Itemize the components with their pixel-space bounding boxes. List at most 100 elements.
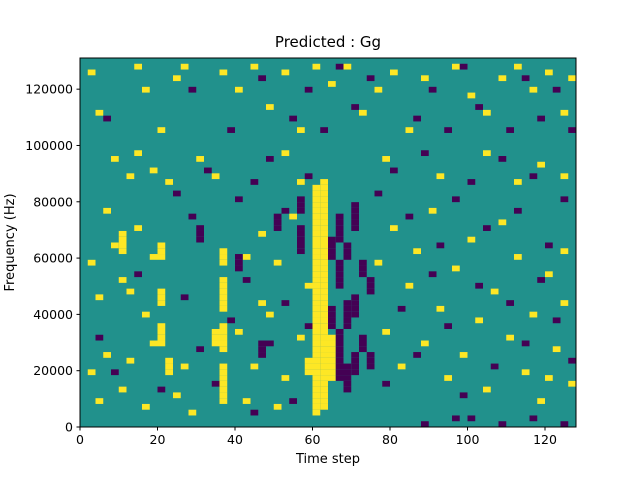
heatmap-cell <box>142 403 150 410</box>
x-tick-label: 20 <box>150 432 166 447</box>
heatmap-cell <box>467 92 476 99</box>
heatmap-cell <box>328 323 336 329</box>
heatmap-cell <box>320 248 328 255</box>
heatmap-cell <box>320 277 328 283</box>
heatmap-cell <box>188 213 197 220</box>
heatmap-cells <box>87 63 576 427</box>
heatmap-cell <box>95 294 104 301</box>
heatmap-cell <box>560 300 569 306</box>
heatmap-cell <box>312 294 321 301</box>
heatmap-cell <box>335 277 344 283</box>
heatmap-cell <box>359 259 367 266</box>
heatmap-cell <box>328 340 336 347</box>
heatmap-cell <box>320 363 328 370</box>
heatmap-cell <box>211 334 220 341</box>
y-axis-label: Frequency (Hz) <box>3 193 18 291</box>
heatmap-cell <box>219 375 228 381</box>
heatmap-cell <box>320 323 328 329</box>
heatmap-cell <box>335 282 344 289</box>
heatmap-cell <box>529 415 538 422</box>
heatmap-cell <box>312 300 321 306</box>
heatmap-cell <box>219 300 228 306</box>
heatmap-cell <box>312 386 321 393</box>
heatmap-cell <box>142 311 150 318</box>
heatmap-cell <box>335 265 344 272</box>
heatmap-cell <box>320 398 328 404</box>
heatmap-cell <box>382 328 390 335</box>
heatmap-cell <box>320 300 328 306</box>
heatmap-cell <box>219 69 228 76</box>
heatmap-cell <box>320 179 328 185</box>
heatmap-cell <box>312 259 321 266</box>
heatmap-cell <box>95 334 104 341</box>
heatmap-cell <box>312 380 321 387</box>
heatmap-cell <box>413 248 421 255</box>
heatmap-cell <box>351 202 359 208</box>
heatmap-cell <box>335 346 344 353</box>
heatmap-cell <box>529 311 538 318</box>
heatmap-cell <box>328 346 336 353</box>
heatmap-cell <box>180 294 189 301</box>
heatmap-cell <box>312 248 321 255</box>
heatmap-cell <box>157 127 166 133</box>
heatmap-cell <box>366 288 375 295</box>
heatmap-cell <box>281 69 290 76</box>
heatmap-cell <box>537 398 545 404</box>
heatmap-cell <box>320 375 328 381</box>
heatmap-cell <box>506 300 514 306</box>
heatmap-cell <box>421 340 429 347</box>
heatmap-cell <box>351 104 359 110</box>
heatmap-cell <box>382 156 390 162</box>
heatmap-cell <box>219 346 228 353</box>
heatmap-cell <box>196 230 204 237</box>
heatmap-cell <box>111 242 119 249</box>
heatmap-cell <box>374 259 383 266</box>
heatmap-cell <box>312 236 321 243</box>
heatmap-cell <box>552 346 561 353</box>
heatmap-cell <box>258 340 266 347</box>
heatmap-cell <box>242 277 251 283</box>
heatmap-cell <box>250 63 259 70</box>
heatmap-cell <box>103 352 111 358</box>
heatmap-cell <box>490 363 499 370</box>
heatmap-cell <box>537 161 545 168</box>
heatmap-cell <box>219 288 228 295</box>
heatmap-cell <box>312 265 321 272</box>
heatmap-cell <box>444 323 452 329</box>
heatmap-cell <box>173 392 181 399</box>
heatmap-cell <box>219 305 228 312</box>
heatmap-cell <box>312 202 321 208</box>
heatmap-cell <box>545 375 553 381</box>
heatmap-cell <box>219 259 228 266</box>
heatmap-cell <box>390 167 398 174</box>
heatmap-cell <box>560 109 569 116</box>
heatmap-cell <box>320 305 328 312</box>
heatmap-cell <box>498 219 507 226</box>
heatmap-cell <box>320 380 328 387</box>
heatmap-cell <box>343 311 352 318</box>
heatmap-cell <box>452 63 460 70</box>
heatmap-cell <box>390 225 398 231</box>
heatmap-cell <box>312 328 321 335</box>
heatmap-cell <box>343 386 352 393</box>
heatmap-cell <box>227 127 235 133</box>
heatmap-cell <box>258 300 266 306</box>
heatmap-cell <box>335 328 344 335</box>
heatmap-cell <box>421 421 429 427</box>
y-tick-label: 80000 <box>33 194 73 209</box>
heatmap-cell <box>328 352 336 358</box>
heatmap-cell <box>343 380 352 387</box>
heatmap-cell <box>452 415 460 422</box>
heatmap-cell <box>351 363 359 370</box>
heatmap-cell <box>312 340 321 347</box>
heatmap-cell <box>320 386 328 393</box>
heatmap-cell <box>312 369 321 376</box>
heatmap-cell <box>87 259 96 266</box>
heatmap-cell <box>118 230 127 237</box>
heatmap-cell <box>335 236 344 243</box>
heatmap-cell <box>514 179 522 185</box>
heatmap-cell <box>521 340 530 347</box>
heatmap-cell <box>405 213 414 220</box>
heatmap-cell <box>149 167 158 174</box>
heatmap-cell <box>413 352 421 358</box>
